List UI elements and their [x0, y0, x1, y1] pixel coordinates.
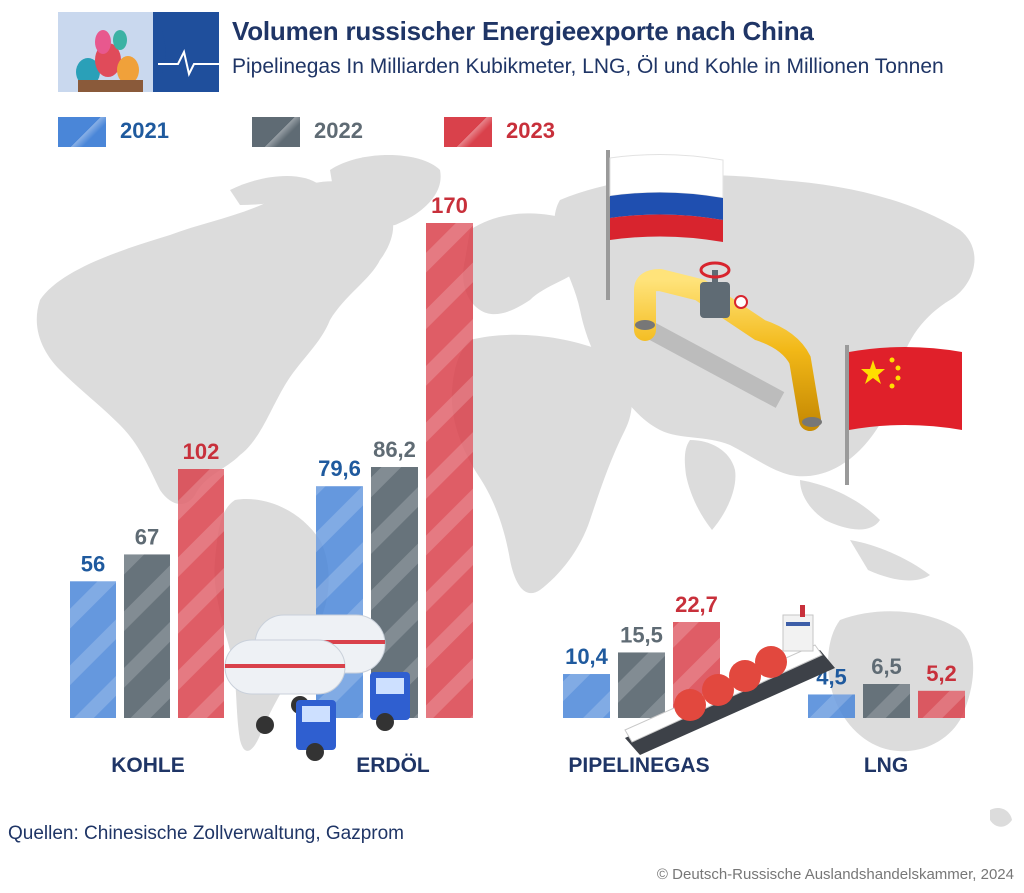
category-label-lng: LNG: [864, 754, 908, 777]
bar-value-label: 56: [81, 551, 105, 576]
bar-value-label: 10,4: [565, 644, 609, 669]
bar-stripe-overlay: [178, 469, 224, 718]
legend-swatch-2022: [252, 117, 300, 147]
bar-value-label: 15,5: [620, 622, 663, 647]
russia-flag-icon: [606, 150, 724, 300]
legend-label-2021: 2021: [120, 118, 169, 143]
china-flag-icon: [845, 345, 962, 485]
legend-label-2023: 2023: [506, 118, 555, 143]
bar-value-label: 102: [183, 439, 220, 464]
legend-label-2022: 2022: [314, 118, 363, 143]
bar-stripe-overlay: [124, 554, 170, 718]
copyright-note: © Deutsch-Russische Auslandshandelskamme…: [656, 866, 1014, 883]
category-label-kohle: KOHLE: [111, 754, 185, 777]
bar-value-label: 5,2: [926, 661, 957, 686]
tank-truck-icon: [224, 639, 346, 761]
legend-swatch-2023: [444, 117, 492, 147]
page-title: Volumen russischer Energieexporte nach C…: [232, 16, 814, 46]
category-label-erdöl: ERDÖL: [356, 754, 430, 777]
bar-value-label: 79,6: [318, 456, 361, 481]
legend-swatch-2021: [58, 117, 106, 147]
category-label-pipelinegas: PIPELINEGAS: [568, 754, 709, 777]
bar-value-label: 86,2: [373, 437, 416, 462]
bar-stripe-overlay: [426, 223, 473, 718]
bar-value-label: 6,5: [871, 654, 902, 679]
source-note: Quellen: Chinesische Zollverwaltung, Gaz…: [8, 823, 405, 844]
pipeline-icon: [634, 261, 822, 431]
bar-value-label: 170: [431, 193, 468, 218]
bar-stripe-overlay: [563, 674, 610, 718]
lng-tanker-icon: [624, 605, 835, 755]
bar-stripe-overlay: [918, 690, 965, 718]
kremlin-logo-image: [58, 12, 219, 92]
bar-stripe-overlay: [70, 581, 116, 718]
bar-value-label: 67: [135, 524, 159, 549]
bar-stripe-overlay: [808, 694, 855, 718]
page-subtitle: Pipelinegas In Milliarden Kubikmeter, LN…: [232, 55, 944, 78]
bar-stripe-overlay: [618, 652, 665, 718]
bar-value-label: 22,7: [675, 592, 718, 617]
bar-stripe-overlay: [863, 684, 910, 718]
